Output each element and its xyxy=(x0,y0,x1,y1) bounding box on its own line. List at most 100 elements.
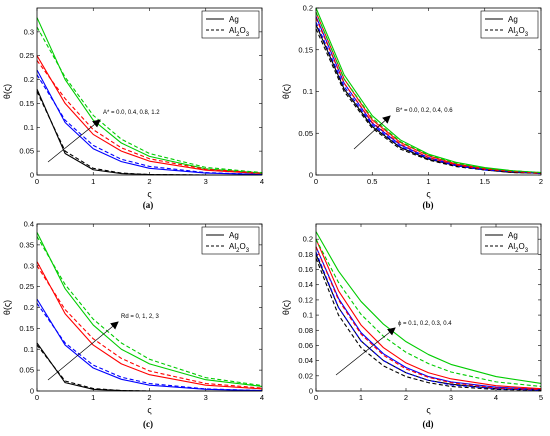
series-line-al2o3 xyxy=(36,344,262,392)
x-axis-label: ς xyxy=(426,405,431,415)
y-tick-label: 0.2 xyxy=(303,4,313,13)
plot-frame xyxy=(36,223,263,392)
y-tick-label: 0.15 xyxy=(19,324,34,333)
x-tick-label: 5 xyxy=(539,393,543,402)
x-tick-label: 0 xyxy=(314,393,318,402)
y-tick-label: 0.1 xyxy=(24,345,34,354)
x-tick-label: 3 xyxy=(204,177,208,186)
y-tick-label: 0.18 xyxy=(298,250,313,259)
x-tick-label: 2 xyxy=(404,393,408,402)
annotation-label: B* = 0.0, 0.2, 0.4, 0.6 xyxy=(396,108,453,114)
y-tick-label: 0.06 xyxy=(298,341,313,350)
plot-frame xyxy=(315,223,542,392)
y-tick-label: 0.4 xyxy=(24,220,34,229)
x-tick-label: 4 xyxy=(260,393,264,402)
x-tick-label: 4 xyxy=(260,177,264,186)
legend-label: Ag xyxy=(229,231,239,240)
legend-box xyxy=(201,226,260,255)
y-tick-label: 0.2 xyxy=(303,235,313,244)
legend-label: Al2O3 xyxy=(229,242,250,254)
x-axis-label: ς xyxy=(426,189,431,199)
legend-box xyxy=(480,226,539,255)
x-tick-label: 2 xyxy=(147,393,151,402)
y-tick-label: 0.15 xyxy=(19,99,34,108)
annotation-label: Rd = 0, 1, 2, 3 xyxy=(121,314,160,320)
series-line-al2o3 xyxy=(315,257,542,391)
series-line-al2o3 xyxy=(36,26,263,174)
series-line-al2o3 xyxy=(36,74,263,176)
annotation-arrow xyxy=(335,327,396,376)
y-axis-label: θ(ς) xyxy=(2,300,12,315)
chart-panel-c: 0 1 2 3 4 0 0.05 0.1 0.15 0.2 0.25 0.3 0.35 0.4 Ag Al2O… xyxy=(2,220,264,430)
y-tick-label: 0.04 xyxy=(298,356,313,365)
x-tick-label: 0 xyxy=(35,177,39,186)
series-line-al2o3 xyxy=(36,265,263,389)
x-tick-label: 0.5 xyxy=(367,177,377,186)
annotation-arrow xyxy=(47,321,119,381)
series-line-ag xyxy=(315,231,542,384)
x-tick-label: 0 xyxy=(314,177,318,186)
legend-label: Ag xyxy=(229,15,239,24)
y-tick-label: 0.3 xyxy=(24,27,34,36)
x-axis-label: ς xyxy=(147,405,152,415)
series-line-ag xyxy=(315,7,542,174)
legend-label: Al2O3 xyxy=(229,26,250,38)
y-tick-label: 0.05 xyxy=(298,129,313,138)
series-line-al2o3 xyxy=(36,236,263,387)
panel-label: (b) xyxy=(423,200,434,210)
y-tick-label: 0.16 xyxy=(298,265,313,274)
x-tick-label: 2 xyxy=(539,177,543,186)
y-tick-label: 0.25 xyxy=(19,51,34,60)
series-line-ag xyxy=(315,246,542,391)
y-tick-label: 0.3 xyxy=(24,261,34,270)
legend-box xyxy=(480,10,539,39)
series-line-al2o3 xyxy=(315,238,542,387)
legend-label: Al2O3 xyxy=(508,242,529,254)
y-tick-label: 0.15 xyxy=(298,45,313,54)
y-tick-label: 0.2 xyxy=(24,303,34,312)
y-tick-label: 0.05 xyxy=(19,366,34,375)
panel-label: (a) xyxy=(143,200,154,210)
chart-panel-b: 0 0.5 1 1.5 2 0 0.05 0.1 0.15 0.2 Ag Al2O3 B* = 0.0,… xyxy=(281,4,543,211)
series-line-al2o3 xyxy=(315,251,542,391)
y-tick-label: 0.2 xyxy=(24,75,34,84)
y-tick-label: 0.12 xyxy=(298,295,313,304)
y-tick-label: 0.35 xyxy=(19,240,34,249)
series-line-al2o3 xyxy=(315,17,542,174)
x-tick-label: 2 xyxy=(147,177,151,186)
panel-label: (c) xyxy=(143,419,153,429)
annotation-label: ϕ = 0.1, 0.2, 0.3, 0.4 xyxy=(398,321,452,327)
series-line-ag xyxy=(36,55,263,175)
x-tick-label: 3 xyxy=(449,393,453,402)
annotation-arrow xyxy=(353,115,391,150)
legend-box xyxy=(201,10,260,39)
x-tick-label: 1 xyxy=(91,393,95,402)
y-tick-label: 0.02 xyxy=(298,371,313,380)
y-tick-label: 0.1 xyxy=(303,87,313,96)
x-tick-label: 4 xyxy=(494,393,498,402)
x-tick-label: 1 xyxy=(91,177,95,186)
legend-label: Ag xyxy=(508,15,518,24)
y-tick-label: 0.08 xyxy=(298,326,313,335)
y-tick-label: 0 xyxy=(30,387,34,396)
y-tick-label: 0.1 xyxy=(303,311,313,320)
y-tick-label: 0.1 xyxy=(24,123,34,132)
legend-label: Ag xyxy=(508,231,518,240)
plot-frame xyxy=(315,7,542,176)
series-line-al2o3 xyxy=(36,60,263,174)
x-tick-label: 1 xyxy=(426,177,430,186)
series-line-ag xyxy=(36,232,263,387)
y-axis-label: θ(ς) xyxy=(2,84,12,99)
series-line-al2o3 xyxy=(315,28,542,174)
x-tick-label: 3 xyxy=(204,393,208,402)
y-tick-label: 0.14 xyxy=(298,280,313,289)
y-tick-label: 0.25 xyxy=(19,282,34,291)
x-tick-label: 1.5 xyxy=(480,177,490,186)
series-line-ag xyxy=(36,298,263,392)
chart-panel-d: 0 1 2 3 4 5 0 0.02 0.04 0.06 0.08 0.1 0.12 0.14 0.16 0.… xyxy=(281,223,543,429)
annotation-arrow xyxy=(47,119,101,163)
series-line-al2o3 xyxy=(36,303,263,392)
chart-panel-a: 0 1 2 3 4 0 0.05 0.1 0.15 0.2 0.25 0.3 Ag Al2O3 A* = 0… xyxy=(2,7,264,210)
